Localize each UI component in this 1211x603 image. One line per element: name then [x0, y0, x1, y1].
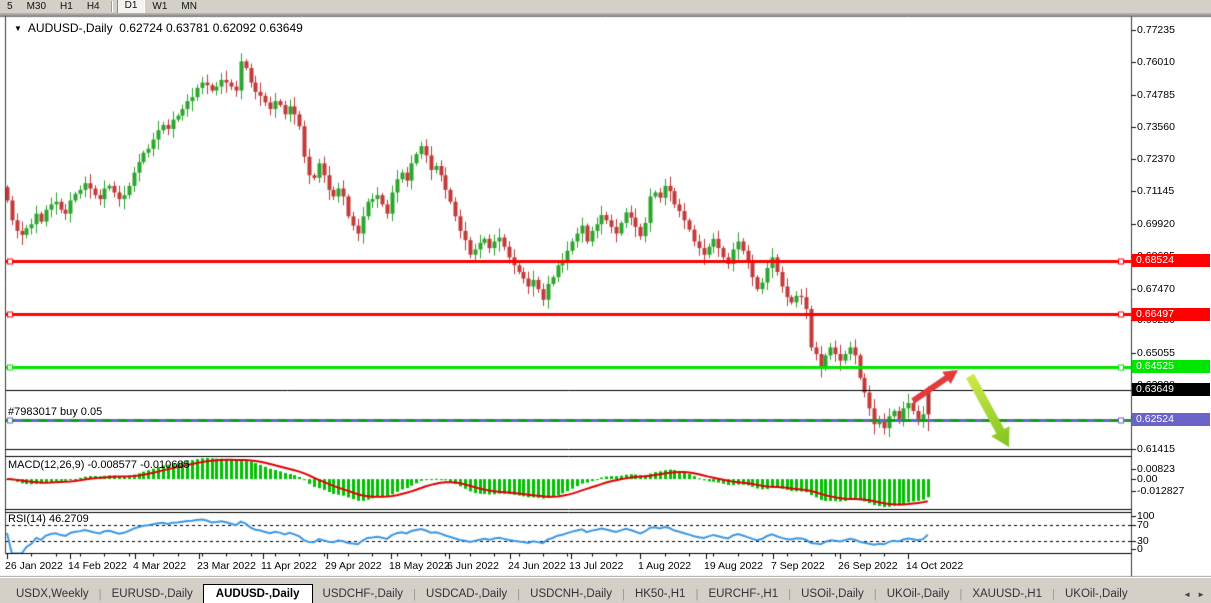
- chart-ohlc-values: 0.62724 0.63781 0.62092 0.63649: [119, 21, 303, 35]
- price-tick-label: 0.67470: [1137, 282, 1175, 295]
- price-tick-label: 0.72370: [1137, 152, 1175, 165]
- tab-divider: |: [98, 589, 102, 601]
- macd-tick-label: 0.00: [1137, 473, 1158, 486]
- chart-tab-usdcnh-daily[interactable]: USDCNH-,Daily: [530, 588, 612, 600]
- chart-dropdown-icon[interactable]: ▼: [14, 24, 22, 33]
- date-tick-label: 4 Mar 2022: [133, 560, 187, 572]
- rsi-tick-label: 70: [1137, 518, 1149, 531]
- date-tick-label: 26 Jan 2022: [5, 560, 63, 572]
- price-level-box: 0.63649: [1132, 383, 1210, 397]
- rsi-value: 46.2709: [48, 513, 89, 525]
- date-tick-label: 24 Jun 2022: [508, 560, 566, 572]
- rsi-indicator-label: RSI(14) 46.2709: [8, 513, 89, 525]
- rsi-tick-label: 0: [1137, 543, 1143, 555]
- tab-divider: |: [959, 589, 963, 601]
- chart-symbol-label: AUDUSD-,Daily: [27, 21, 113, 35]
- rsi-tick-label: 100: [1137, 510, 1155, 522]
- tab-divider: |: [621, 589, 625, 601]
- date-tick-label: 7 Sep 2022: [771, 560, 825, 572]
- chart-tab-usdchf-daily[interactable]: USDCHF-,Daily: [322, 588, 404, 600]
- open-position-label[interactable]: #7983017 buy 0.05: [8, 406, 103, 418]
- price-level-box: 0.68524: [1132, 254, 1210, 268]
- price-tick-label: 0.77235: [1137, 24, 1175, 36]
- price-tick-label: 0.69920: [1137, 217, 1175, 230]
- tab-divider: |: [695, 589, 699, 601]
- macd-values: -0.008577 -0.010685: [87, 459, 190, 471]
- chart-tab-ukoil-daily[interactable]: UKOil-,Daily: [886, 588, 950, 600]
- price-tick-label: 0.65055: [1137, 346, 1175, 359]
- date-tick-label: 14 Oct 2022: [906, 560, 964, 572]
- tab-scroll-left-icon[interactable]: ◄: [1183, 590, 1192, 599]
- chart-tab-audusd-daily[interactable]: AUDUSD-,Daily: [202, 584, 313, 603]
- tab-divider: |: [517, 589, 521, 601]
- rsi-name: RSI(14): [8, 513, 46, 525]
- chart-tab-usoil-daily[interactable]: USOil-,Daily: [801, 588, 864, 600]
- chart-tab-eurusd-daily[interactable]: EURUSD-,Daily: [111, 588, 193, 600]
- price-tick-label: 0.74785: [1137, 88, 1175, 101]
- price-level-box: 0.62524: [1132, 413, 1210, 427]
- date-tick-label: 19 Aug 2022: [704, 560, 763, 572]
- price-level-box: 0.64525: [1132, 360, 1210, 374]
- chart-tab-ukoil-daily[interactable]: UKOil-,Daily: [1065, 588, 1128, 600]
- date-tick-label: 14 Feb 2022: [68, 560, 127, 572]
- macd-tick-label: 0.00823: [1137, 462, 1175, 475]
- price-tick-label: 0.76010: [1137, 56, 1175, 69]
- chart-title: ▼ AUDUSD-,Daily 0.62724 0.63781 0.62092 0…: [14, 21, 303, 35]
- price-tick-label: 0.71145: [1137, 185, 1175, 198]
- date-tick-label: 26 Sep 2022: [838, 560, 898, 572]
- price-tick-label: 0.73560: [1137, 121, 1175, 134]
- macd-tick-label: -0.012827: [1137, 485, 1185, 498]
- chart-tab-bar: USDX,Weekly | EURUSD-,Daily AUDUSD-,Daily US…: [0, 577, 1211, 603]
- chart-tab-hk50-h1[interactable]: HK50-,H1: [634, 588, 686, 600]
- chart-tab-eurchf-h1[interactable]: EURCHF-,H1: [708, 588, 779, 600]
- date-tick-label: 18 May 2022: [389, 560, 450, 572]
- macd-name: MACD(12,26,9): [8, 459, 85, 471]
- chart-tab-xauusd-h1[interactable]: XAUUSD-,H1: [972, 588, 1042, 600]
- tab-divider: |: [788, 589, 792, 601]
- tab-divider: |: [873, 589, 877, 601]
- macd-indicator-label: MACD(12,26,9) -0.008577 -0.010685: [8, 459, 190, 471]
- date-tick-label: 13 Jul 2022: [569, 560, 624, 572]
- chart-tab-usdcad-daily[interactable]: USDCAD-,Daily: [426, 588, 508, 600]
- date-tick-label: 23 Mar 2022: [197, 560, 256, 572]
- tab-divider: |: [413, 589, 417, 601]
- date-tick-label: 1 Aug 2022: [638, 560, 692, 572]
- price-tick-label: 0.61415: [1137, 443, 1175, 455]
- chart-tab-usdx-weekly[interactable]: USDX,Weekly: [16, 588, 89, 600]
- tab-divider: |: [1052, 589, 1055, 601]
- tab-scroll-right-icon[interactable]: ►: [1197, 590, 1205, 599]
- rsi-tick-label: 30: [1137, 535, 1149, 548]
- price-level-box: 0.66497: [1132, 307, 1210, 321]
- date-tick-label: 29 Apr 2022: [325, 560, 382, 572]
- date-tick-label: 6 Jun 2022: [447, 560, 499, 572]
- date-tick-label: 11 Apr 2022: [261, 560, 317, 572]
